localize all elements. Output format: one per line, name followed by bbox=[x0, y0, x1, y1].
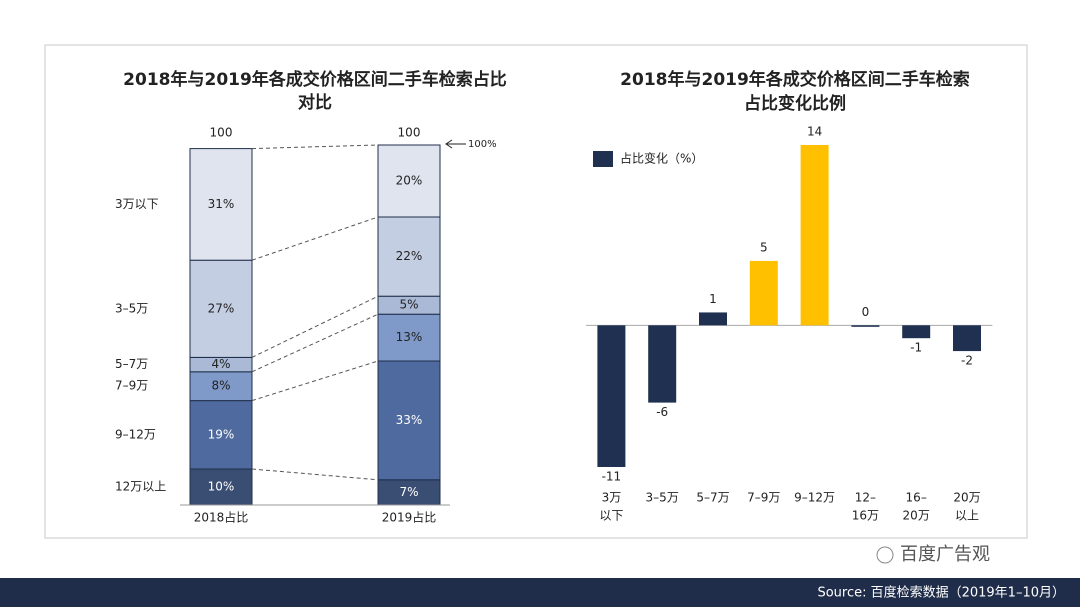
chart-title: 对比 bbox=[298, 92, 332, 113]
value-label: 1 bbox=[709, 292, 717, 306]
bar-segment bbox=[377, 216, 441, 297]
value-label: 8% bbox=[211, 379, 230, 393]
x-tick-label: 2018占比 bbox=[194, 510, 249, 525]
connector bbox=[251, 360, 379, 402]
value-label: 20% bbox=[396, 174, 423, 188]
value-label: 33% bbox=[396, 413, 423, 427]
x-tick-label: 3万 bbox=[602, 491, 622, 505]
x-tick-label: 20万 bbox=[903, 509, 930, 523]
value-label: 14 bbox=[807, 125, 822, 139]
value-label: 4% bbox=[211, 357, 230, 371]
bar bbox=[800, 145, 829, 326]
bar bbox=[699, 312, 727, 326]
bar-segment bbox=[189, 400, 253, 470]
watermark: 百度广告观 bbox=[900, 544, 990, 565]
value-label: 10% bbox=[208, 480, 235, 494]
connector bbox=[251, 313, 379, 373]
x-tick-label: 16万 bbox=[852, 509, 879, 523]
connector bbox=[251, 295, 379, 358]
x-tick-label: 20万 bbox=[953, 491, 980, 505]
x-tick-label: 3–5万 bbox=[646, 491, 679, 505]
chart-title: 2018年与2019年各成交价格区间二手车检索占比 bbox=[123, 69, 507, 90]
bar-segment bbox=[377, 479, 441, 506]
arrow bbox=[445, 139, 466, 149]
bar bbox=[851, 325, 880, 327]
connector bbox=[251, 468, 379, 481]
legend-swatch bbox=[593, 151, 613, 167]
bar-segment bbox=[189, 371, 253, 402]
row-label: 3万以下 bbox=[115, 197, 159, 211]
bar bbox=[749, 260, 778, 326]
connector bbox=[251, 144, 379, 150]
x-tick-label: 9–12万 bbox=[794, 491, 835, 505]
x-tick-label: 以下 bbox=[599, 509, 623, 523]
bar bbox=[648, 325, 677, 403]
bar-segment bbox=[189, 259, 253, 358]
source: Source: 百度检索数据（2019年1–10月） bbox=[817, 585, 1065, 601]
x-tick-label: 2019占比 bbox=[382, 510, 437, 525]
value-label: 22% bbox=[396, 249, 423, 263]
annotation: 100% bbox=[468, 139, 497, 150]
total-label: 100 bbox=[210, 126, 233, 140]
row-label: 3–5万 bbox=[115, 301, 148, 315]
x-tick-label: 5–7万 bbox=[696, 491, 729, 505]
x-tick-label: 16– bbox=[906, 491, 927, 505]
footer bbox=[0, 578, 1080, 607]
value-label: -1 bbox=[910, 341, 922, 355]
value-label: 5 bbox=[760, 240, 768, 254]
connector bbox=[251, 216, 379, 261]
bar-segment bbox=[377, 313, 441, 362]
row-label: 7–9万 bbox=[115, 379, 148, 393]
bar-segment bbox=[377, 360, 441, 481]
bar bbox=[953, 325, 981, 352]
value-label: 0 bbox=[862, 305, 870, 319]
chart-title: 占比变化比例 bbox=[744, 93, 846, 114]
value-label: 31% bbox=[208, 197, 235, 211]
total-label: 100 bbox=[398, 126, 421, 140]
value-label: 27% bbox=[208, 301, 235, 315]
value-label: 13% bbox=[396, 330, 423, 344]
row-label: 5–7万 bbox=[115, 357, 148, 371]
value-label: -11 bbox=[602, 470, 622, 484]
x-tick-label: 7–9万 bbox=[747, 491, 780, 505]
wechat-icon bbox=[876, 546, 894, 564]
value-label: 7% bbox=[399, 485, 418, 499]
bar-segment bbox=[189, 148, 253, 261]
row-label: 9–12万 bbox=[115, 427, 156, 441]
x-tick-label: 以上 bbox=[955, 509, 979, 523]
value-label: 5% bbox=[399, 298, 418, 312]
value-label: 19% bbox=[208, 427, 235, 441]
value-label: -6 bbox=[656, 405, 668, 419]
row-label: 12万以上 bbox=[115, 480, 166, 494]
bar bbox=[902, 325, 931, 339]
bar bbox=[597, 325, 626, 467]
bar-segment bbox=[377, 144, 441, 218]
chart-title: 2018年与2019年各成交价格区间二手车检索 bbox=[620, 69, 970, 90]
value-label: -2 bbox=[961, 354, 973, 368]
x-tick-label: 12– bbox=[855, 491, 876, 505]
legend-label: 占比变化（%） bbox=[620, 151, 703, 166]
